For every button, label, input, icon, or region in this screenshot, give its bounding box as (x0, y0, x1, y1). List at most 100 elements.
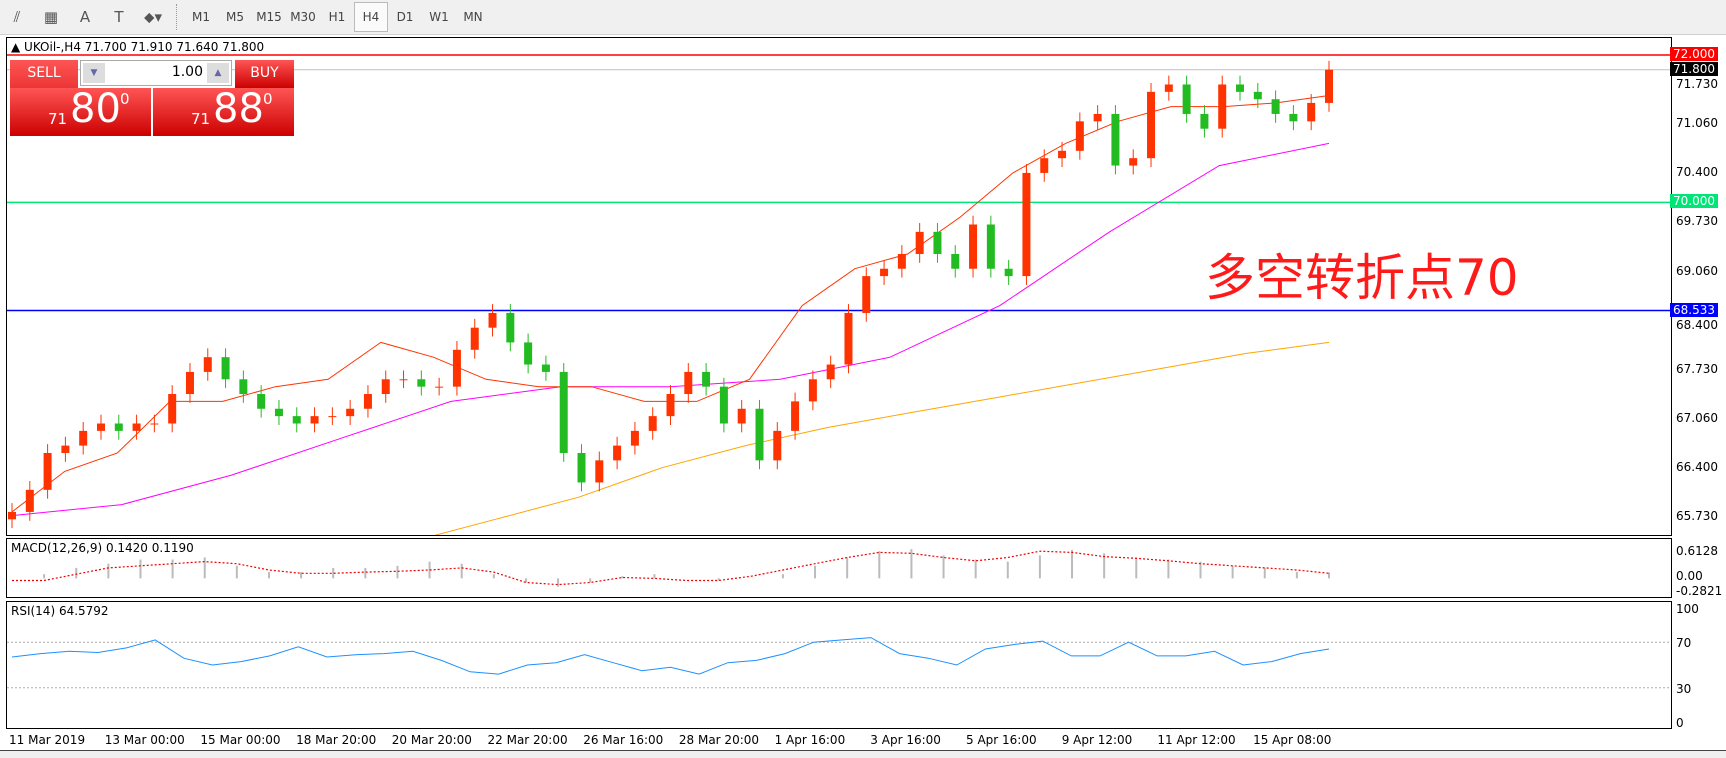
rsi-tick-label: 30 (1676, 681, 1692, 696)
timeframe-m30[interactable]: M30 (290, 10, 316, 24)
price-tick-label: 68.400 (1676, 317, 1718, 332)
candle-body (185, 371, 194, 395)
time-axis-label: 22 Mar 20:00 (487, 733, 568, 747)
timeframe-m1[interactable]: M1 (192, 10, 210, 24)
candle-body (381, 379, 390, 395)
rsi-chart (7, 637, 1671, 689)
rsi-label: RSI(14) 64.5792 (11, 604, 109, 618)
price-level-tag: 72.000 (1670, 47, 1718, 61)
candle-body (755, 408, 764, 461)
candle-body (150, 423, 159, 425)
candle-body (452, 349, 461, 387)
lot-decrease-icon[interactable]: ▼ (83, 63, 105, 83)
lot-value: 1.00 (171, 64, 203, 80)
chart-tabs[interactable] (0, 750, 1726, 758)
price-tick-label: 69.730 (1676, 214, 1718, 229)
candle-body (399, 379, 408, 381)
rsi-line (11, 637, 1330, 675)
candle-body (1058, 150, 1067, 159)
time-axis-label: 15 Mar 00:00 (200, 733, 281, 747)
price-tick-label: 65.730 (1676, 509, 1718, 524)
buy-price-main: 88 (213, 86, 264, 132)
time-axis-label: 13 Mar 00:00 (104, 733, 185, 747)
candle-body (933, 231, 942, 254)
annotation-text[interactable]: 多空转折点70 (1205, 249, 1519, 307)
text-label-icon[interactable]: T (114, 8, 124, 26)
candle-body (951, 253, 960, 269)
timeframe-w1[interactable]: W1 (429, 10, 449, 24)
price-chart (7, 54, 1671, 535)
toolbar: ⫽ ▦ A T ⬥▾ M1 M5 M15 M30 H1 H4 D1 W1 MN (0, 0, 1726, 35)
buy-price[interactable]: 71 88 0 (153, 86, 294, 136)
candle-body (168, 394, 177, 424)
macd-label: MACD(12,26,9) 0.1420 0.1190 (11, 541, 194, 555)
candle-body (470, 327, 479, 350)
price-tick-label: 67.730 (1676, 361, 1718, 376)
candle-body (1111, 113, 1120, 166)
candle-body (1218, 84, 1227, 129)
candle-body (808, 379, 817, 402)
candle-body (363, 394, 372, 409)
candle-body (773, 430, 782, 461)
candle-body (1253, 91, 1262, 100)
buy-label: BUY (250, 65, 279, 81)
price-level-tag: 70.000 (1670, 194, 1718, 209)
candle-body (702, 371, 711, 387)
ma-slow-line (434, 341, 1330, 535)
lot-increase-icon[interactable]: ▲ (207, 63, 229, 83)
text-icon[interactable]: A (79, 8, 91, 26)
candle-body (862, 276, 871, 313)
candle-body (221, 357, 230, 380)
ma-fast-line (11, 95, 1330, 513)
time-axis-label: 20 Mar 20:00 (391, 733, 472, 747)
candle-body (1147, 91, 1156, 159)
chart-window: ▲ UKOil-,H4 71.700 71.910 71.640 71.800 … (6, 37, 1726, 730)
candle-body (43, 452, 52, 490)
macd-tick-label: 0.6128 (1676, 543, 1718, 558)
macd-panel[interactable]: MACD(12,26,9) 0.1420 0.1190 (6, 538, 1672, 598)
elliott-wave-icon[interactable]: ⫽ (13, 8, 21, 26)
candle-body (435, 386, 444, 388)
rsi-tick-label: 0 (1676, 716, 1684, 730)
candle-body (274, 408, 283, 417)
candle-body (1093, 113, 1102, 122)
candle-body (346, 408, 355, 417)
price-tick-label: 69.060 (1676, 263, 1718, 278)
candle-body (328, 416, 337, 418)
candle-body (1307, 102, 1316, 122)
one-click-trading: SELL 71 80 0 ▼ 1.00 ▲ BUY 71 88 0 (10, 60, 294, 137)
candle-body (1325, 69, 1333, 103)
candle-body (737, 408, 746, 424)
candle-body (1200, 113, 1209, 129)
candle-body (292, 416, 301, 424)
timeframe-d1[interactable]: D1 (396, 10, 414, 24)
timeframe-m5[interactable]: M5 (226, 10, 244, 24)
candle-body (577, 452, 586, 483)
candle-body (1129, 158, 1138, 166)
candle-body (826, 364, 835, 380)
price-tick-label: 71.730 (1676, 76, 1718, 91)
candle-body (1004, 268, 1013, 277)
timeframe-mn[interactable]: MN (463, 10, 483, 24)
timeframe-h4[interactable]: H4 (354, 2, 388, 32)
rsi-panel[interactable]: RSI(14) 64.5792 (6, 601, 1672, 729)
buy-button[interactable]: BUY (235, 60, 294, 88)
time-axis-label: 28 Mar 20:00 (678, 733, 760, 747)
time-axis-label: 5 Apr 16:00 (966, 733, 1037, 747)
candle-body (488, 312, 497, 328)
timeframe-h1[interactable]: H1 (328, 10, 346, 24)
candle-body (1075, 121, 1084, 151)
candle-body (666, 394, 675, 417)
candle-body (595, 460, 604, 483)
candle-body (1289, 113, 1298, 122)
fibonacci-icon[interactable]: ▦ (43, 8, 59, 26)
timeframe-m15[interactable]: M15 (256, 10, 282, 24)
price-panel[interactable]: ▲ UKOil-,H4 71.700 71.910 71.640 71.800 … (6, 37, 1672, 536)
sell-price[interactable]: 71 80 0 (10, 86, 151, 136)
price-tick-label: 70.400 (1676, 164, 1718, 179)
time-axis-label: 3 Apr 16:00 (870, 733, 941, 747)
arrows-dropdown-icon[interactable]: ⬥▾ (143, 8, 163, 26)
time-axis-label: 18 Mar 20:00 (296, 733, 377, 747)
lot-size-input[interactable]: ▼ 1.00 ▲ (80, 60, 232, 86)
candle-body (1182, 84, 1191, 114)
